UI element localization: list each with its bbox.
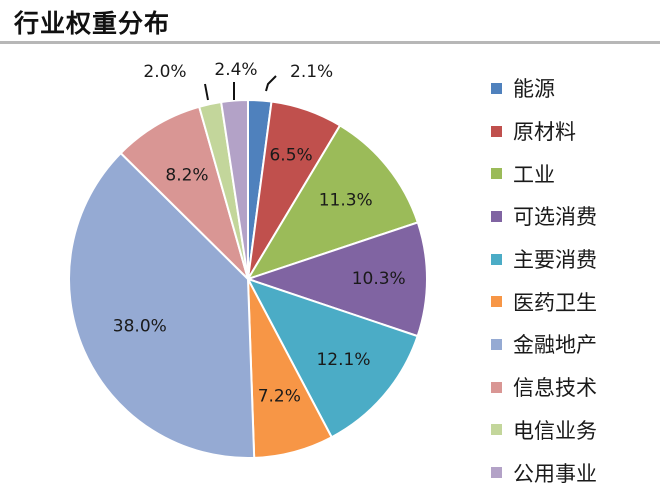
legend-item-1: 能源 bbox=[491, 67, 597, 110]
legend-item-6: 医药卫生 bbox=[491, 280, 597, 323]
legend-label: 电信业务 bbox=[513, 418, 597, 443]
pie-slice-3 bbox=[245, 124, 420, 281]
data-label-3: 11.3% bbox=[319, 191, 373, 211]
legend-label: 主要消费 bbox=[513, 248, 597, 273]
legend-swatch bbox=[491, 338, 502, 350]
data-label-5: 12.1% bbox=[316, 350, 370, 370]
legend-swatch bbox=[491, 424, 502, 436]
legend-swatch bbox=[491, 381, 502, 393]
pie-slice-5 bbox=[245, 277, 419, 439]
legend-label: 能源 bbox=[513, 77, 555, 102]
legend-item-9: 电信业务 bbox=[491, 409, 597, 452]
pie-slice-7 bbox=[68, 151, 256, 459]
legend-label: 信息技术 bbox=[513, 376, 597, 401]
legend-label: 工业 bbox=[513, 162, 555, 187]
legend-swatch bbox=[491, 125, 502, 137]
leader-line-1 bbox=[265, 75, 277, 92]
leader-line-9 bbox=[204, 83, 209, 101]
data-label-10: 2.4% bbox=[214, 60, 257, 80]
legend-swatch bbox=[491, 467, 502, 479]
legend-item-3: 工业 bbox=[491, 152, 597, 195]
chart-title: 行业权重分布 bbox=[14, 9, 171, 38]
legend-label: 可选消费 bbox=[513, 205, 597, 230]
legend-item-7: 金融地产 bbox=[491, 323, 597, 366]
data-label-2: 6.5% bbox=[269, 146, 312, 166]
pie-slice-10 bbox=[220, 98, 249, 280]
legend-swatch bbox=[491, 210, 502, 222]
legend-label: 医药卫生 bbox=[513, 290, 597, 315]
legend-label: 金融地产 bbox=[513, 333, 597, 358]
legend-item-10: 公用事业 bbox=[491, 451, 597, 494]
data-label-8: 8.2% bbox=[165, 166, 208, 186]
data-label-6: 7.2% bbox=[258, 387, 301, 407]
pie-slice-8 bbox=[119, 105, 250, 283]
legend-label: 公用事业 bbox=[513, 461, 597, 486]
legend-item-2: 原材料 bbox=[491, 110, 597, 153]
data-label-7: 38.0% bbox=[113, 316, 167, 336]
title-divider bbox=[0, 41, 660, 44]
data-label-4: 10.3% bbox=[352, 269, 406, 289]
legend-swatch bbox=[491, 168, 502, 180]
pie-slice-4 bbox=[244, 221, 428, 338]
legend: 能源原材料工业可选消费主要消费医药卫生金融地产信息技术电信业务公用事业 bbox=[491, 67, 597, 494]
legend-item-5: 主要消费 bbox=[491, 238, 597, 281]
data-label-9: 2.0% bbox=[143, 62, 186, 82]
legend-label: 原材料 bbox=[513, 120, 576, 145]
legend-item-8: 信息技术 bbox=[491, 366, 597, 409]
data-label-1: 2.1% bbox=[290, 62, 333, 82]
legend-swatch bbox=[491, 296, 502, 308]
legend-swatch bbox=[491, 253, 502, 265]
legend-item-4: 可选消费 bbox=[491, 195, 597, 238]
legend-swatch bbox=[491, 82, 502, 94]
